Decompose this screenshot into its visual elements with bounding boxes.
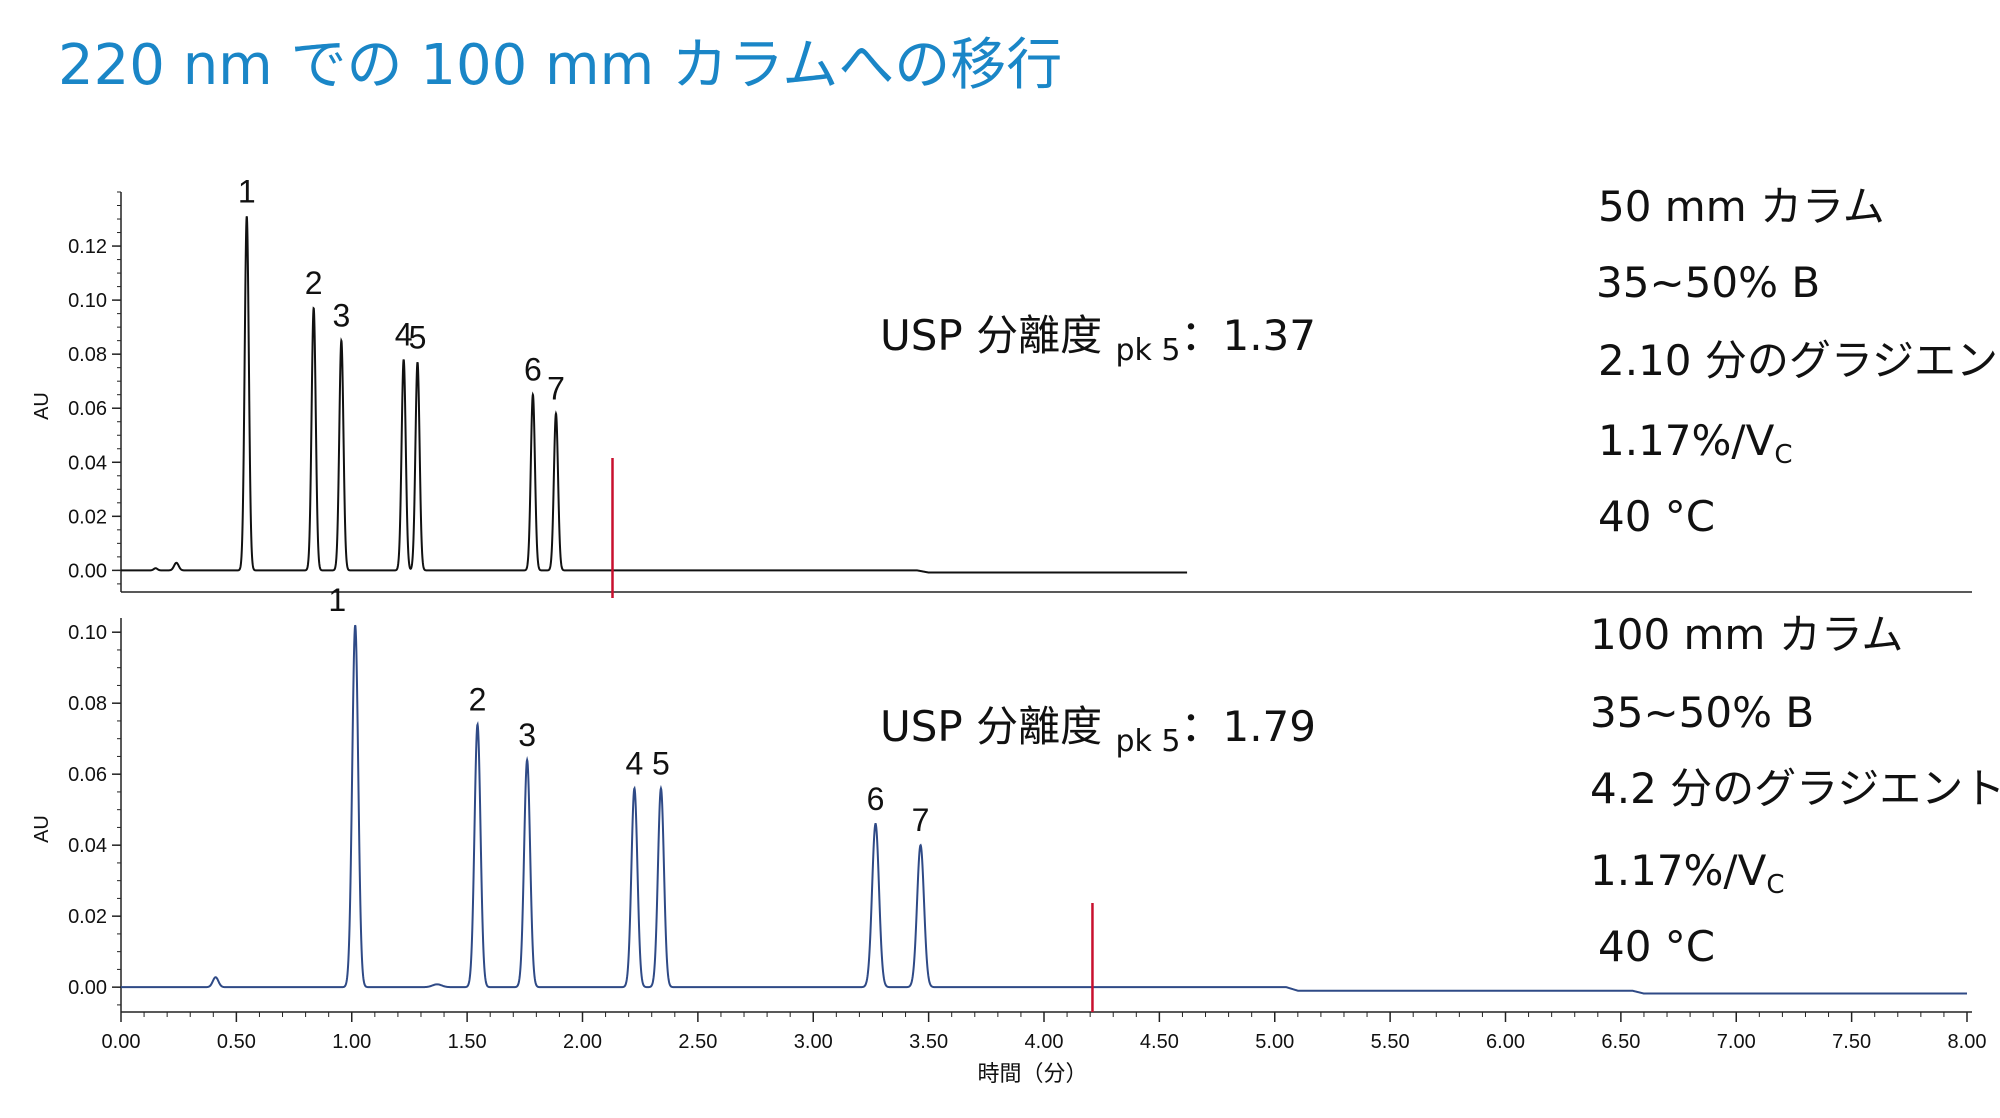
- x-tick-label: 3.50: [909, 1031, 948, 1053]
- x-tick-label: 4.50: [1140, 1031, 1179, 1053]
- peak-label: 6: [524, 352, 542, 388]
- peak-label: 3: [332, 298, 350, 334]
- y-tick-label: 0.02: [68, 906, 107, 928]
- x-tick-label: 3.00: [794, 1031, 833, 1053]
- chromatogram-50mm: 0.00 0.02 0.04 0.06 0.08 0.10 0.12 AU 1 23 45 67: [31, 173, 1972, 598]
- x-tick-label: 2.00: [563, 1031, 602, 1053]
- usp-prefix: USP 分離度: [880, 311, 1116, 360]
- x-tick-label: 7.50: [1832, 1031, 1871, 1053]
- usp-subscript: pk 5: [1115, 724, 1181, 759]
- slope-subscript: C: [1774, 440, 1793, 470]
- peak-label: 1: [238, 173, 256, 209]
- peak-label: 7: [912, 802, 930, 838]
- y-tick-label: 0.00: [68, 977, 107, 999]
- y-axis-label: AU: [31, 815, 53, 843]
- y-axis-label: AU: [31, 392, 53, 420]
- x-tick-label: 7.00: [1717, 1031, 1756, 1053]
- peak-label: 4: [626, 745, 644, 781]
- y-tick-label: 0.08: [68, 693, 107, 715]
- usp-value: ：1.79: [1180, 702, 1317, 751]
- condition-gradient-top: 2.10 分のグラジエント: [1598, 336, 2000, 385]
- condition-range-top: 35~50% B: [1596, 258, 1821, 307]
- y-tick-label: 0.10: [68, 290, 107, 312]
- condition-slope-top: 1.17%/VC: [1598, 420, 1793, 470]
- y-tick-label: 0.06: [68, 764, 107, 786]
- y-tick-label: 0.08: [68, 344, 107, 366]
- slope-subscript: C: [1766, 870, 1785, 900]
- x-tick-label: 6.50: [1601, 1031, 1640, 1053]
- condition-column-top: 50 mm カラム: [1598, 182, 1885, 231]
- y-tick-label: 0.10: [68, 622, 107, 644]
- x-tick-label: 4.00: [1025, 1031, 1064, 1053]
- x-tick-label: 0.50: [217, 1031, 256, 1053]
- y-tick-label: 0.04: [68, 835, 107, 857]
- peak-label: 2: [469, 681, 487, 717]
- usp-resolution-top: USP 分離度 pk 5：1.37: [880, 315, 1316, 366]
- x-tick-label: 1.50: [448, 1031, 487, 1053]
- condition-temp-bottom: 40 °C: [1598, 922, 1716, 971]
- x-tick-label: 8.00: [1948, 1031, 1987, 1053]
- slope-text: 1.17%/V: [1598, 416, 1775, 465]
- y-tick-label: 0.00: [68, 560, 107, 582]
- condition-temp-top: 40 °C: [1598, 492, 1716, 541]
- chromatogram-trace: [121, 216, 1188, 574]
- y-tick-label: 0.06: [68, 398, 107, 420]
- usp-subscript: pk 5: [1115, 333, 1181, 368]
- peak-label: 4: [395, 317, 413, 353]
- peak-label: 5: [409, 319, 427, 355]
- x-tick-label: 1.00: [332, 1031, 371, 1053]
- peak-label: 7: [547, 371, 565, 407]
- condition-gradient-bottom: 4.2 分のグラジエント: [1590, 764, 2000, 813]
- x-axis-label: 時間（分）: [977, 1061, 1087, 1086]
- condition-range-bottom: 35~50% B: [1590, 688, 1815, 737]
- y-tick-label: 0.04: [68, 452, 107, 474]
- x-tick-label: 6.00: [1486, 1031, 1525, 1053]
- page-title: 220 nm での 100 mm カラムへの移行: [58, 33, 1063, 98]
- usp-resolution-bottom: USP 分離度 pk 5：1.79: [880, 706, 1316, 757]
- usp-value: ：1.37: [1180, 311, 1317, 360]
- y-tick-label: 0.02: [68, 506, 107, 528]
- peak-label: 5: [652, 745, 670, 781]
- peak-label: 6: [867, 781, 885, 817]
- x-tick-label: 0.00: [102, 1031, 141, 1053]
- condition-slope-bottom: 1.17%/VC: [1590, 850, 1785, 900]
- peak-label: 1: [328, 582, 346, 618]
- x-tick-label: 2.50: [678, 1031, 717, 1053]
- x-tick-label: 5.50: [1371, 1031, 1410, 1053]
- peak-label: 3: [518, 717, 536, 753]
- usp-prefix: USP 分離度: [880, 702, 1116, 751]
- y-tick-label: 0.12: [68, 236, 107, 258]
- slope-text: 1.17%/V: [1590, 846, 1767, 895]
- peak-label: 2: [305, 265, 323, 301]
- chromatogram-trace: [121, 624, 1967, 995]
- x-tick-label: 5.00: [1255, 1031, 1294, 1053]
- condition-column-bottom: 100 mm カラム: [1590, 610, 1904, 659]
- chromatogram-100mm: 0.00 0.02 0.04 0.06 0.08 0.10 AU 1 23 4 5 67 0.00 0.5…: [31, 582, 1986, 1086]
